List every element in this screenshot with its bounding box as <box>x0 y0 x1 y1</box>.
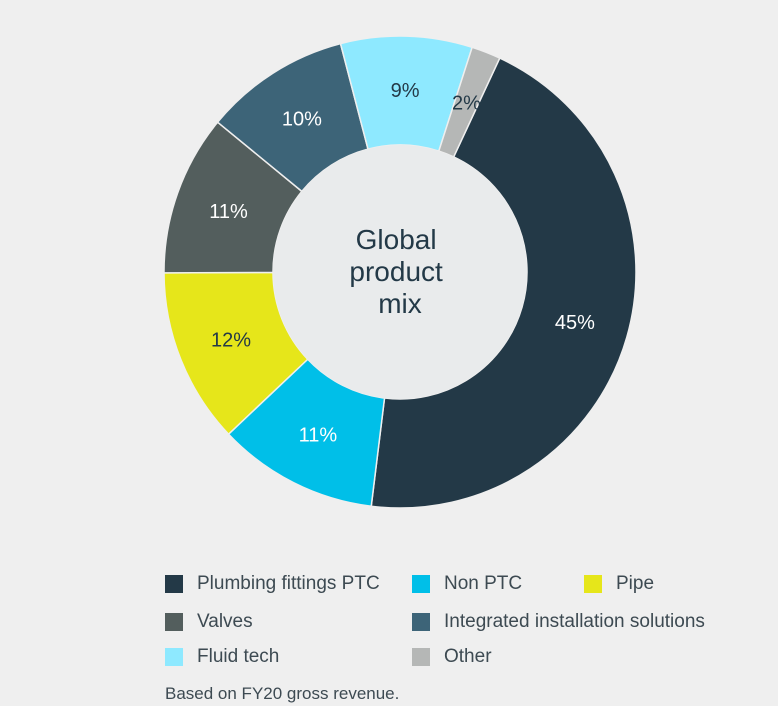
legend-item-valves: Valves <box>165 611 253 633</box>
legend-swatch <box>412 648 430 666</box>
value-label-valves: 11% <box>209 201 248 223</box>
legend-item-fluid-tech: Fluid tech <box>165 646 279 668</box>
legend-item-non-ptc: Non PTC <box>412 573 522 595</box>
legend-label: Valves <box>197 611 253 632</box>
value-label-non-ptc: 11% <box>299 424 338 446</box>
legend-label: Other <box>444 646 492 667</box>
legend-item-other: Other <box>412 646 492 668</box>
value-label-other: 2% <box>452 93 481 115</box>
legend-swatch <box>412 613 430 631</box>
center-label-line-3: mix <box>378 288 422 319</box>
center-label-line-2: product <box>349 256 443 287</box>
legend-label: Pipe <box>616 573 655 594</box>
donut-hole <box>273 145 527 399</box>
legend-swatch <box>165 613 183 631</box>
legend-item-integrated-installation-solutions: Integrated installation solutions <box>412 611 705 633</box>
legend-swatch <box>412 575 430 593</box>
donut-slices <box>163 35 637 509</box>
legend-label: Fluid tech <box>197 646 280 667</box>
footnote: Based on FY20 gross revenue. <box>165 684 400 703</box>
legend-swatch <box>165 575 183 593</box>
center-label: Global product mix <box>349 224 450 319</box>
donut-chart: 45% 11% 12% 11% 10% 9% 2% Global product mix <box>163 35 637 509</box>
legend-swatch <box>165 648 183 666</box>
value-label-integrated-installation-solutions: 10% <box>282 109 322 131</box>
center-label-line-1: Global <box>356 224 437 255</box>
legend-item-pipe: Pipe <box>584 573 654 595</box>
legend-label: Integrated installation solutions <box>444 611 705 632</box>
value-label-plumbing-fittings-ptc: 45% <box>555 312 595 334</box>
legend-swatch <box>584 575 602 593</box>
legend-label: Plumbing fittings PTC <box>197 573 380 594</box>
value-label-pipe: 12% <box>211 330 251 352</box>
legend-label: Non PTC <box>444 573 523 594</box>
legend-item-plumbing-fittings-ptc: Plumbing fittings PTC <box>165 573 380 595</box>
slice-value-labels: 45% 11% 12% 11% 10% 9% 2% <box>209 80 595 446</box>
value-label-fluid-tech: 9% <box>391 80 420 102</box>
